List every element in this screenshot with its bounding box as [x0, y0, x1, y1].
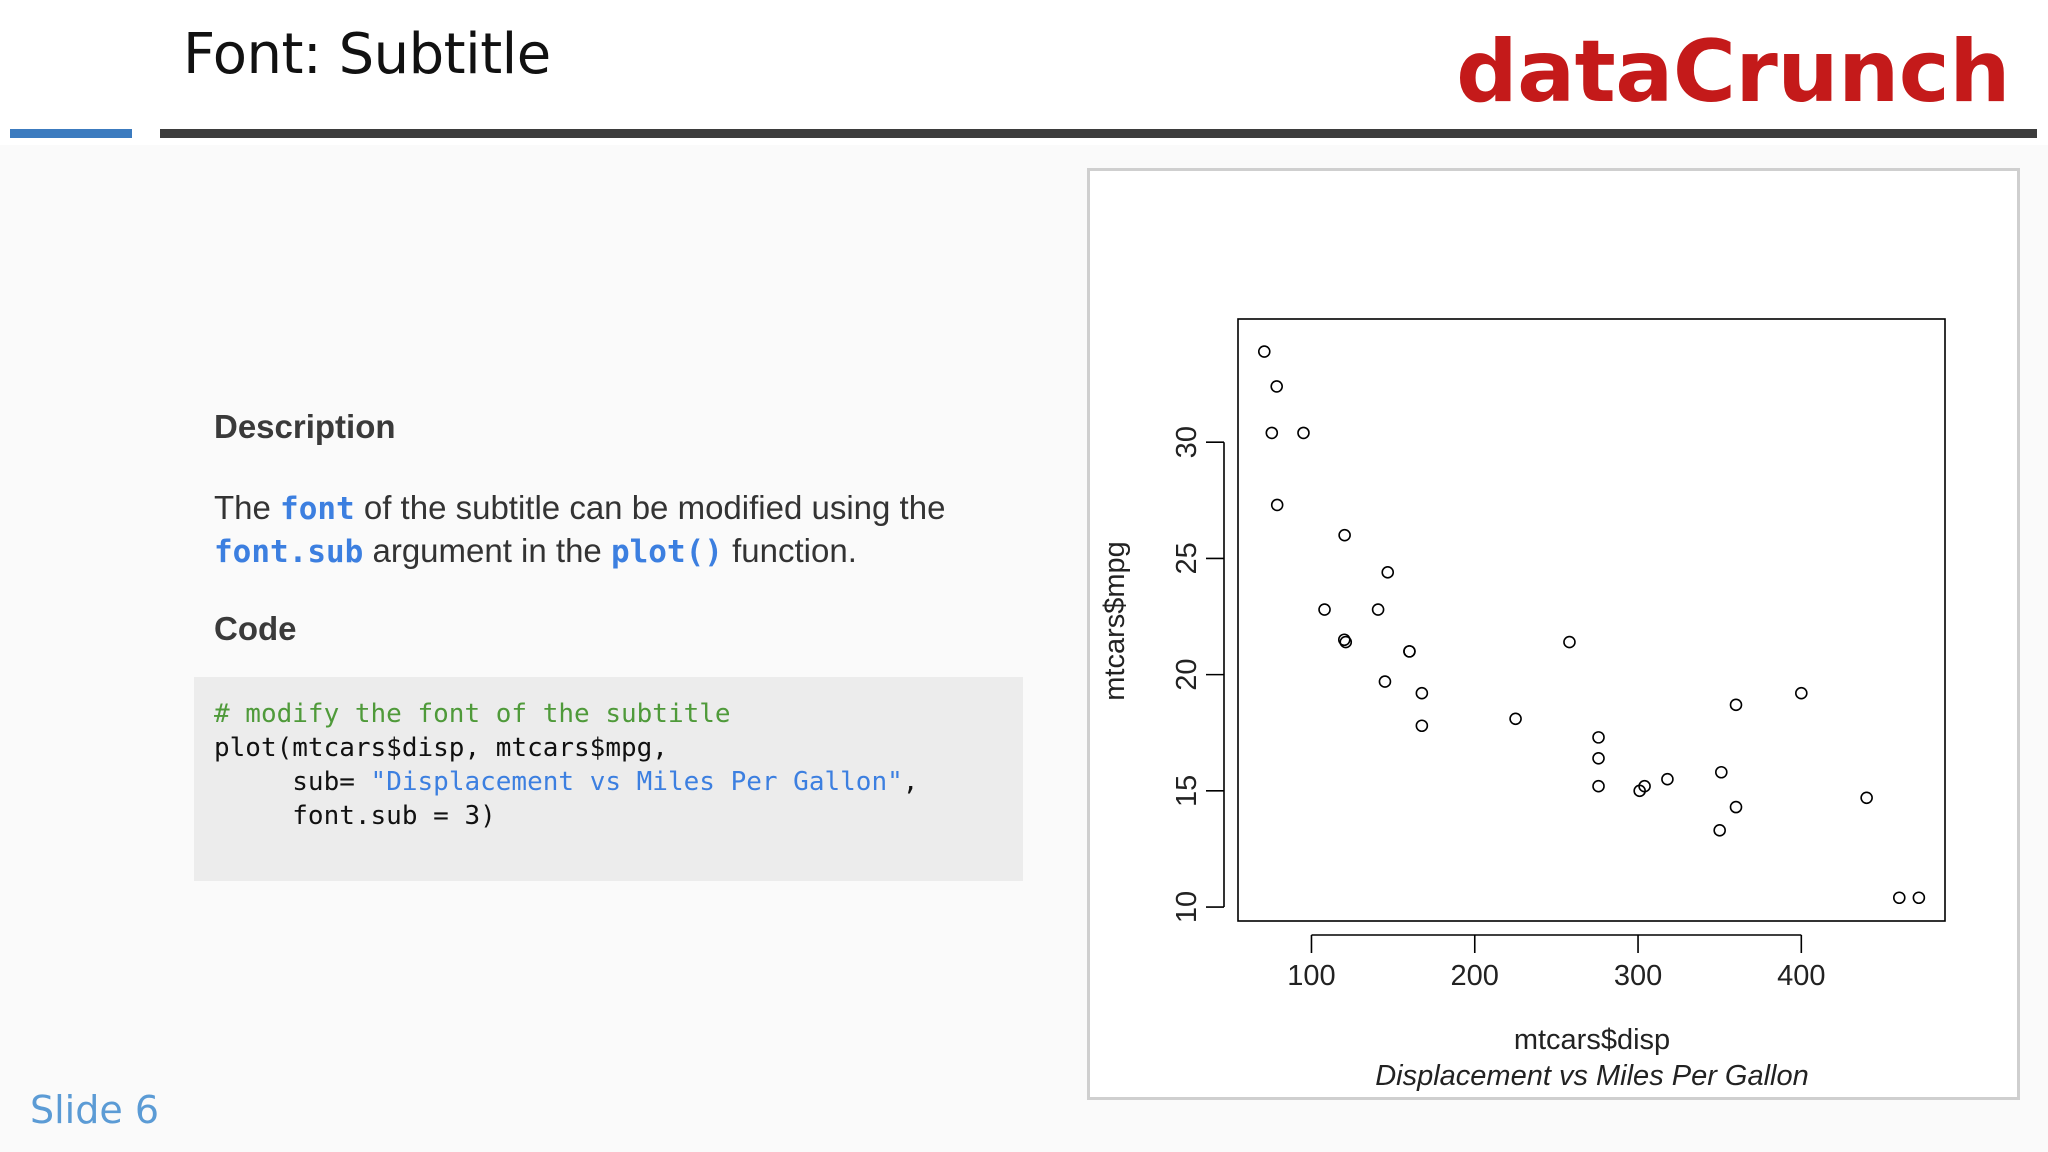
code-line: plot(mtcars$disp, mtcars$mpg,	[214, 733, 668, 763]
scatter-point	[1860, 791, 1873, 805]
chart-frame: 100 200 300 400 10 15 20 25 30 mtcars$disp Displ…	[1087, 168, 2020, 1100]
scatter-point	[1713, 824, 1726, 837]
scatter-point	[1270, 498, 1284, 512]
description-text: of the subtitle can be modified using th…	[354, 489, 946, 526]
description-heading: Description	[214, 408, 396, 445]
scatter-point	[1563, 635, 1576, 649]
scatter-point	[1257, 345, 1271, 358]
scatter-point	[1371, 603, 1385, 616]
keyword-font-sub: font.sub	[214, 534, 364, 570]
description-text: argument in the	[363, 532, 611, 569]
scatter-point	[1415, 719, 1429, 733]
code-text: # modify the font of the subtitle plot(m…	[214, 697, 918, 833]
plot-area-border	[1237, 318, 1946, 922]
code-comment: # modify the font of the subtitle	[214, 699, 731, 729]
title-divider-rule	[160, 129, 2037, 138]
scatter-point	[1592, 779, 1605, 793]
y-tick-label: 15	[1171, 775, 1203, 807]
scatter-point	[1592, 751, 1605, 765]
y-tick-label: 25	[1171, 542, 1203, 574]
x-tick-label: 300	[1614, 960, 1662, 992]
keyword-plot: plot()	[610, 534, 723, 570]
y-tick-label: 20	[1171, 658, 1203, 690]
scatter-point	[1415, 686, 1429, 700]
x-tick-label: 200	[1451, 960, 1499, 992]
scatter-point	[1270, 380, 1283, 393]
scatter-point	[1265, 426, 1279, 440]
description-paragraph: The font of the subtitle can be modified…	[214, 487, 1014, 573]
code-line: ,	[902, 767, 919, 797]
y-axis-label: mtcars$mpg	[1099, 541, 1131, 701]
scatter-point	[1661, 772, 1674, 786]
scatter-chart: 100 200 300 400 10 15 20 25 30 mtcars$disp Displ…	[1099, 318, 1946, 1092]
code-line: font.sub = 3)	[214, 801, 496, 831]
scatter-point	[1297, 426, 1310, 440]
scatter-point	[1912, 891, 1926, 905]
chart-subtitle: Displacement vs Miles Per Gallon	[1375, 1060, 1809, 1092]
keyword-font: font	[280, 491, 355, 527]
brand-logo: dataCrunch	[1456, 22, 2010, 122]
scatter-point	[1378, 675, 1392, 688]
description-text: function.	[722, 532, 857, 569]
scatter-point	[1592, 731, 1605, 744]
title-accent-rule	[10, 129, 132, 138]
y-tick-label: 30	[1171, 426, 1203, 458]
y-tick-label: 10	[1171, 891, 1203, 923]
scatter-point	[1633, 784, 1646, 798]
scatter-point	[1339, 635, 1353, 649]
page-title: Font: Subtitle	[183, 22, 551, 87]
scatter-point	[1381, 566, 1395, 579]
x-axis-label: mtcars$disp	[1514, 1024, 1670, 1056]
scatter-point	[1729, 800, 1743, 814]
scatter-point	[1715, 765, 1728, 779]
x-tick-label: 400	[1777, 960, 1825, 992]
code-line: sub=	[214, 767, 371, 797]
description-text: The	[214, 489, 281, 526]
scatter-point	[1338, 528, 1351, 542]
scatter-point	[1318, 603, 1331, 616]
scatter-point	[1795, 686, 1808, 700]
code-block: # modify the font of the subtitle plot(m…	[194, 677, 1023, 881]
scatter-point	[1403, 645, 1416, 658]
scatter-point	[1509, 712, 1522, 726]
code-heading: Code	[214, 610, 297, 647]
scatter-point	[1729, 698, 1743, 712]
slide-number: Slide 6	[30, 1088, 159, 1132]
scatter-point	[1892, 891, 1906, 905]
code-string: "Displacement vs Miles Per Gallon"	[370, 767, 903, 797]
x-tick-label: 100	[1287, 960, 1335, 992]
scatter-point	[1337, 633, 1351, 647]
